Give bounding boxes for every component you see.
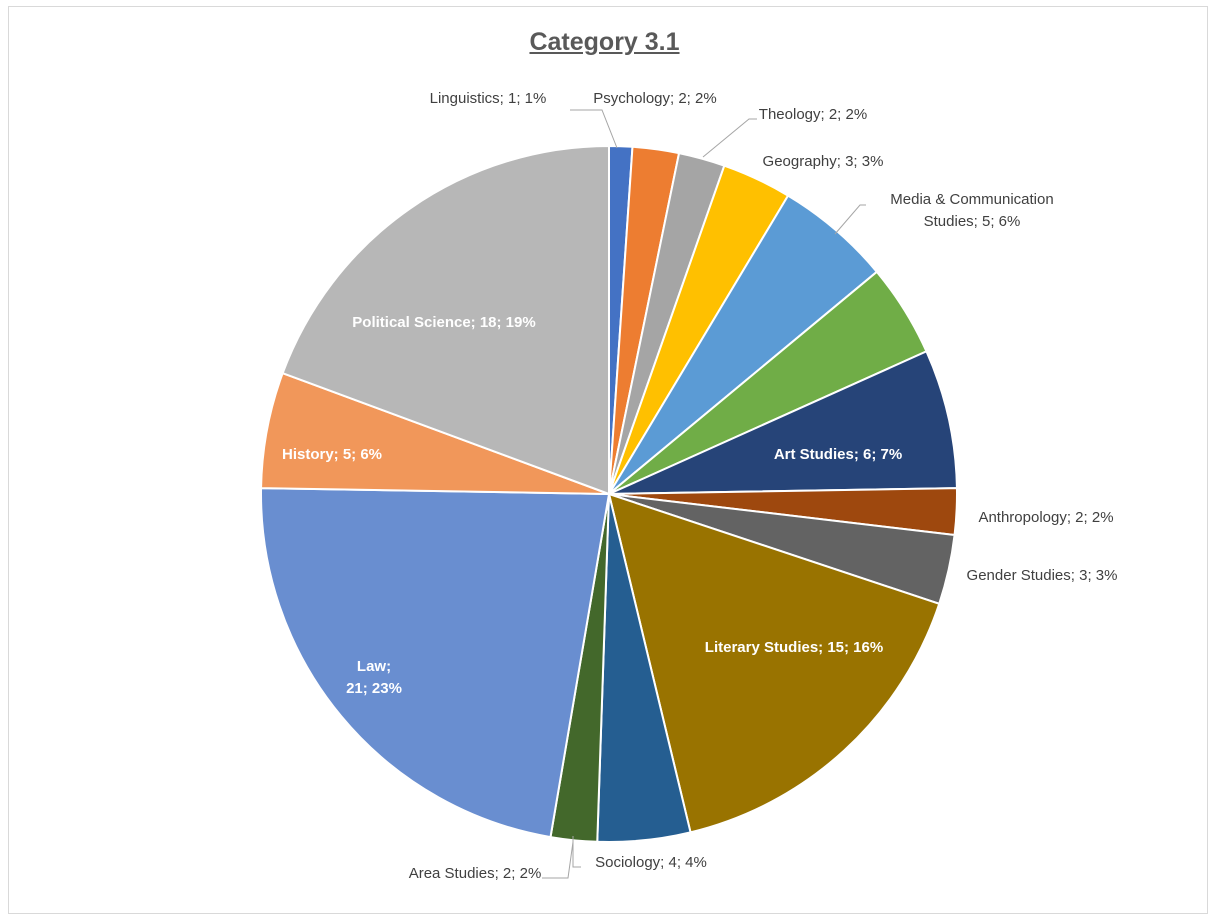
data-label-area-studies: Area Studies; 2; 2% [409, 865, 542, 882]
data-label-linguistics: Linguistics; 1; 1% [430, 90, 547, 107]
pie-slice-law [260, 487, 611, 839]
data-label-geography: Geography; 3; 3% [763, 153, 884, 170]
data-label-sociology: Sociology; 4; 4% [595, 854, 707, 871]
data-label-theology: Theology; 2; 2% [759, 106, 867, 123]
data-label-history: History; 5; 6% [282, 446, 382, 463]
pie-slice-art-studies [608, 350, 958, 495]
data-label-literary-studies: Literary Studies; 15; 16% [705, 639, 883, 656]
pie-slice-literary-studies [607, 492, 941, 834]
chart-title: Category 3.1 [529, 28, 680, 56]
data-label-anthropology: Anthropology; 2; 2% [978, 509, 1113, 526]
data-label-law: Law; 21; 23% [346, 658, 402, 697]
data-label-art-studies: Art Studies; 6; 7% [774, 446, 902, 463]
leader-line-sociology [572, 836, 581, 868]
pie-slice-political-science [281, 144, 610, 496]
data-label-political-science: Political Science; 18; 19% [352, 314, 535, 331]
data-label-gender-studies: Gender Studies; 3; 3% [967, 567, 1118, 584]
data-label-psychology: Psychology; 2; 2% [593, 90, 716, 107]
leader-line-linguistics [570, 109, 618, 149]
leader-line-area-studies [542, 841, 574, 879]
leader-line-media-communication-studies [834, 204, 866, 235]
leader-line-theology [702, 118, 757, 158]
data-label-media-communication-studies: Media & Communication Studies; 5; 6% [890, 191, 1053, 230]
